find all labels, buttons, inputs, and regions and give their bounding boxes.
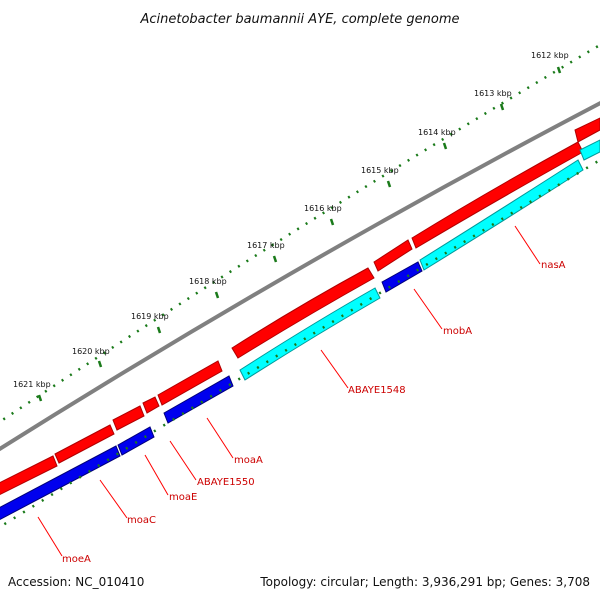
major-tick xyxy=(499,103,505,111)
feature-ABAYE1548-reverse xyxy=(239,287,381,381)
accession-text: Accession: NC_010410 xyxy=(8,575,144,589)
gene-label-moaE: moaE xyxy=(169,492,197,503)
reverse-strand-features xyxy=(0,139,600,521)
major-tick xyxy=(156,326,162,334)
feature-ABAYE1550-forward xyxy=(142,396,160,414)
leader-ABAYE1548 xyxy=(320,349,349,389)
major-tick xyxy=(37,394,43,402)
kbp-label: 1617 kbp xyxy=(247,241,285,250)
genome-backbone xyxy=(0,100,600,452)
kbp-label: 1619 kbp xyxy=(131,312,169,321)
kbp-label: 1616 kbp xyxy=(304,204,342,213)
feature-mobA-reverse xyxy=(381,261,423,293)
major-tick xyxy=(329,218,335,226)
major-tick xyxy=(442,142,448,150)
feature-moeA-forward xyxy=(0,455,58,496)
gene-label-nasA: nasA xyxy=(541,260,566,271)
genome-summary-text: Topology: circular; Length: 3,936,291 bp… xyxy=(259,575,590,589)
leader-moeA xyxy=(37,516,63,557)
gene-label-ABAYE1550: ABAYE1550 xyxy=(197,477,255,488)
major-tick-marks xyxy=(37,66,562,402)
label-leaders xyxy=(37,225,541,557)
feature-nasA-reverse xyxy=(579,139,600,161)
gene-label-moeA: moeA xyxy=(62,554,91,565)
kbp-label: 1620 kbp xyxy=(72,347,110,356)
kbp-label: 1613 kbp xyxy=(474,89,512,98)
gene-label-moaA: moaA xyxy=(234,455,263,466)
major-tick xyxy=(272,255,278,263)
kbp-labels: 1612 kbp 1613 kbp 1614 kbp 1615 kbp 1616 kbp… xyxy=(13,51,569,389)
gene-labels: nasA mobA ABAYE1548 moaA ABAYE1550 moaE … xyxy=(62,260,566,565)
leader-ABAYE1550 xyxy=(169,440,197,481)
feature-moaE-forward xyxy=(112,405,145,431)
outer-tick-ring xyxy=(0,43,600,424)
leader-moaA xyxy=(206,417,234,459)
kbp-label: 1615 kbp xyxy=(361,166,399,175)
kbp-label: 1612 kbp xyxy=(531,51,569,60)
feature-moaC-forward xyxy=(54,424,115,464)
feature-mobA-forward xyxy=(373,239,413,272)
leader-moaC xyxy=(99,479,128,519)
gene-label-ABAYE1548: ABAYE1548 xyxy=(348,385,406,396)
kbp-label: 1621 kbp xyxy=(13,380,51,389)
feature-moaA-reverse xyxy=(163,375,234,424)
major-tick xyxy=(214,291,220,299)
feature-nasA-forward xyxy=(574,117,600,143)
kbp-label: 1614 kbp xyxy=(418,128,456,137)
feature-moaA-forward xyxy=(157,360,223,406)
feature-reverse-cyan-large xyxy=(419,159,584,271)
gene-label-mobA: mobA xyxy=(443,326,472,337)
major-tick xyxy=(97,360,103,368)
feature-moaC-reverse xyxy=(117,426,155,456)
feature-ABAYE1548-forward xyxy=(231,267,375,359)
forward-strand-features xyxy=(0,117,600,496)
gene-label-moaC: moaC xyxy=(127,515,156,526)
feature-moeA-reverse xyxy=(0,445,121,521)
leader-moaE xyxy=(144,454,169,496)
major-tick xyxy=(556,66,562,74)
major-tick xyxy=(386,180,392,188)
leader-nasA xyxy=(514,225,541,265)
map-title: Acinetobacter baumannii AYE, complete ge… xyxy=(139,12,459,27)
leader-mobA xyxy=(413,288,443,330)
kbp-label: 1618 kbp xyxy=(189,277,227,286)
